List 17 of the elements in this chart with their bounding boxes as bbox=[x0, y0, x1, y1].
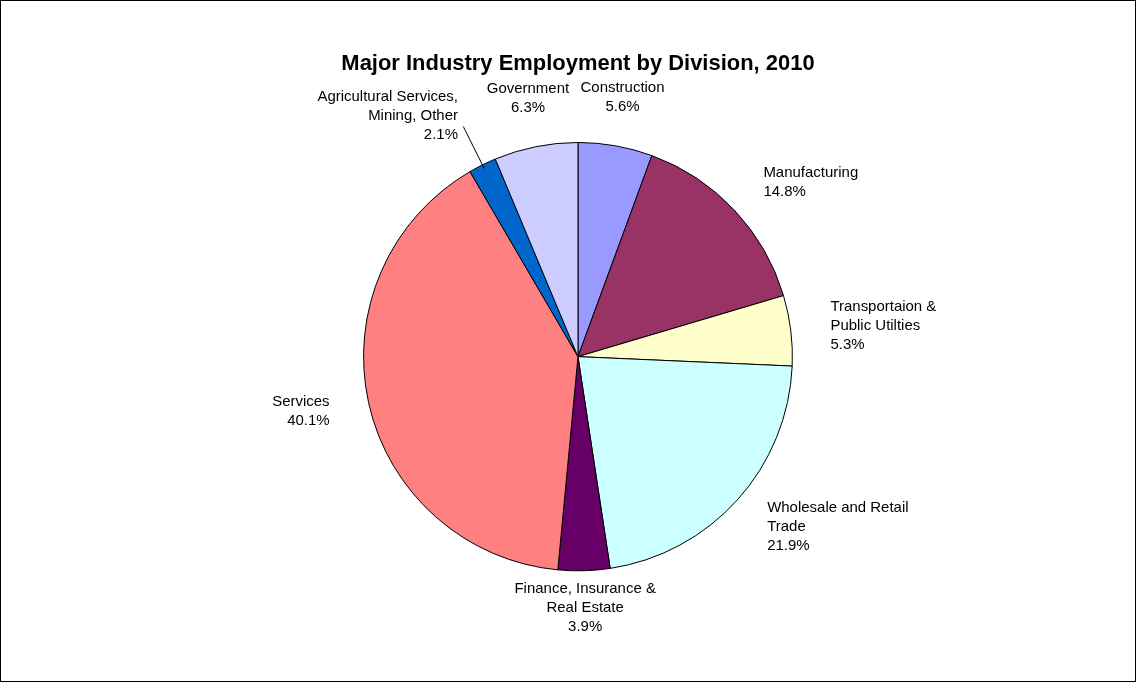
slice-label: Wholesale and Retail Trade bbox=[767, 497, 909, 534]
slice-label: Services bbox=[272, 391, 330, 409]
slice-label: Construction bbox=[580, 77, 665, 95]
slice-label: Agricultural Services, Mining, Other bbox=[317, 87, 458, 123]
chart-title: Major Industry Employment by Division, 2010 bbox=[341, 50, 815, 76]
slice-label: Government bbox=[486, 78, 570, 96]
data-label: 21.9% bbox=[767, 535, 810, 553]
slice-label: Manufacturing bbox=[763, 163, 859, 181]
data-label: 3.9% bbox=[568, 616, 603, 634]
data-label: 14.8% bbox=[763, 182, 806, 200]
data-label: 2.1% bbox=[423, 124, 458, 142]
data-label: 5.6% bbox=[605, 96, 640, 114]
data-label: 40.1% bbox=[287, 410, 330, 428]
slice-label: Finance, Insurance & Real Estate bbox=[514, 578, 656, 615]
data-label: 6.3% bbox=[510, 97, 546, 115]
data-label: 5.3% bbox=[830, 334, 865, 352]
slice-label: Transportaion & Public Utilties bbox=[830, 296, 937, 333]
